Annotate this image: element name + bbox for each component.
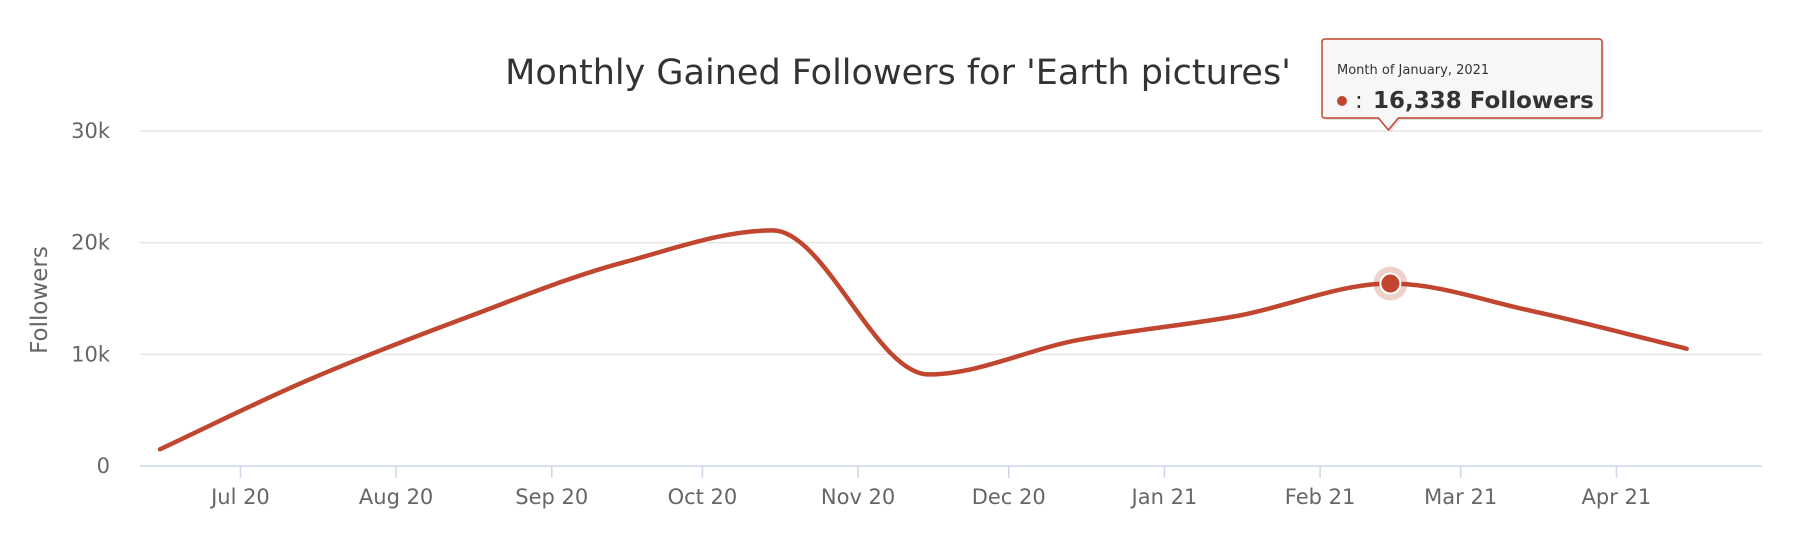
y-axis-ticks: 0 10k 20k 30k bbox=[71, 119, 111, 478]
grid-lines bbox=[140, 130, 1762, 356]
x-tick-label: Mar 21 bbox=[1424, 485, 1497, 509]
x-tick-label: Sep 20 bbox=[515, 485, 588, 509]
y-tick-label: 20k bbox=[71, 231, 111, 255]
x-tick-label: Oct 20 bbox=[668, 485, 738, 509]
series-layer bbox=[157, 228, 1689, 452]
x-tick-label: Dec 20 bbox=[972, 485, 1046, 509]
data-point-marker[interactable] bbox=[1379, 272, 1402, 295]
x-axis-ticks: Jul 20 Aug 20 Sep 20 Oct 20 Nov 20 Dec 20 Jan … bbox=[209, 466, 1651, 509]
x-tick-label: Nov 20 bbox=[821, 485, 895, 509]
y-tick-label: 0 bbox=[97, 454, 110, 478]
x-tick-label: Feb 21 bbox=[1285, 485, 1356, 509]
x-tick-label: Jan 21 bbox=[1130, 485, 1198, 509]
tooltip-box bbox=[1321, 38, 1603, 132]
y-axis-label: Followers bbox=[27, 246, 53, 354]
series-line bbox=[157, 228, 1689, 452]
tooltip-series-dot bbox=[1337, 96, 1347, 106]
marker-layer bbox=[1373, 266, 1408, 301]
tooltip-value: 16,338 Followers bbox=[1373, 88, 1594, 114]
tooltip-header: Month of January, 2021 bbox=[1337, 63, 1489, 78]
tooltip: Month of January, 2021 : 16,338 Follower… bbox=[1321, 38, 1604, 132]
tooltip-separator: : bbox=[1355, 88, 1363, 114]
y-tick-label: 30k bbox=[71, 119, 111, 143]
x-tick-label: Apr 21 bbox=[1582, 485, 1652, 509]
x-tick-label: Jul 20 bbox=[209, 485, 270, 509]
chart-title: Monthly Gained Followers for 'Earth pict… bbox=[505, 53, 1291, 93]
x-tick-label: Aug 20 bbox=[359, 485, 433, 509]
y-tick-label: 10k bbox=[71, 342, 111, 366]
